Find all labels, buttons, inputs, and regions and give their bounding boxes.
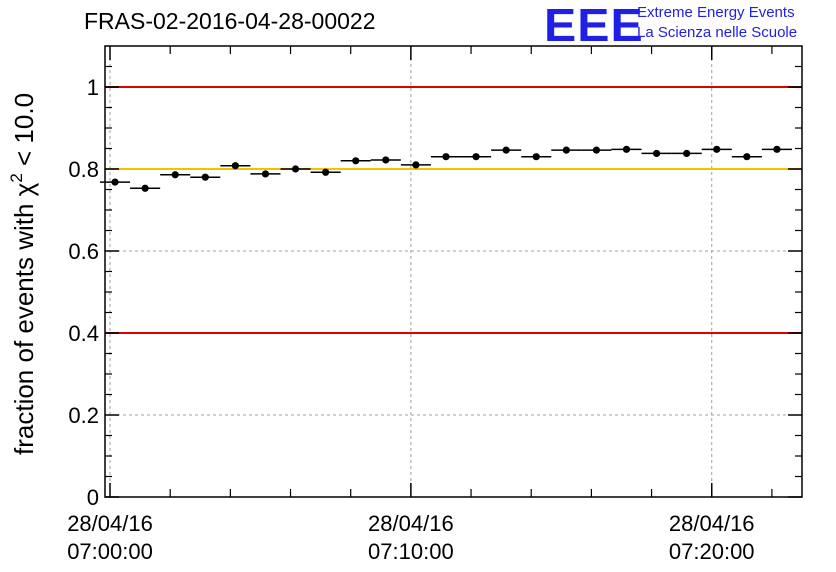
data-points (99, 145, 792, 192)
x-tick-label-time: 07:00:00 (67, 539, 153, 564)
y-tick-labels: 0 0.2 0.4 0.6 0.8 1 (68, 75, 99, 510)
data-point (111, 178, 119, 186)
y-tick-label: 0.2 (68, 403, 99, 428)
data-point (412, 161, 420, 169)
x-tick-label-date: 28/04/16 (669, 511, 755, 536)
y-tick-label: 0.8 (68, 157, 99, 182)
y-axis-label-text: fraction of events with χ (9, 182, 39, 455)
data-point (622, 145, 631, 153)
data-point (261, 170, 270, 178)
data-point (773, 145, 781, 153)
data-point (171, 171, 179, 179)
axis-ticks (105, 46, 802, 498)
reference-lines (105, 86, 802, 334)
y-axis-label: fraction of events with χ2 < 10.0 (7, 93, 39, 455)
y-axis-label-superscript: 2 (7, 173, 26, 182)
data-point (141, 184, 149, 192)
data-point (352, 157, 360, 165)
logo-line-la-scienza: La Scienza nelle Scuole (637, 24, 798, 41)
x-tick-labels: 28/04/16 07:00:00 28/04/16 07:10:00 28/04/16… (67, 511, 754, 564)
run-title: FRAS-02-2016-04-28-00022 (84, 8, 376, 34)
y-tick-label: 0.4 (68, 321, 99, 346)
y-tick-label: 0 (87, 485, 99, 510)
x-tick-label-time: 07:10:00 (368, 539, 454, 564)
data-point (652, 149, 661, 158)
data-point (291, 165, 300, 173)
data-point (382, 156, 390, 164)
eee-logo-mark: EEE (544, 0, 644, 51)
data-point (322, 168, 330, 176)
data-point (743, 153, 751, 161)
x-tick-label-time: 07:20:00 (669, 539, 755, 564)
plot-frame (104, 45, 803, 498)
data-point (442, 153, 450, 161)
data-point (231, 162, 239, 170)
data-point (201, 173, 209, 181)
y-tick-label: 1 (87, 75, 99, 100)
grid-lines (105, 46, 802, 497)
data-point (532, 153, 540, 161)
data-point (592, 146, 601, 154)
data-point (562, 146, 570, 154)
x-tick-label-date: 28/04/16 (368, 511, 454, 536)
y-axis-label-tail: < 10.0 (9, 93, 39, 173)
data-point (713, 145, 721, 153)
y-tick-label: 0.6 (68, 239, 99, 264)
data-point (472, 153, 480, 161)
logo-line-extreme-energy-events: Extreme Energy Events (637, 4, 795, 21)
x-tick-label-date: 28/04/16 (67, 511, 153, 536)
data-point (502, 146, 510, 154)
data-point (683, 149, 691, 158)
